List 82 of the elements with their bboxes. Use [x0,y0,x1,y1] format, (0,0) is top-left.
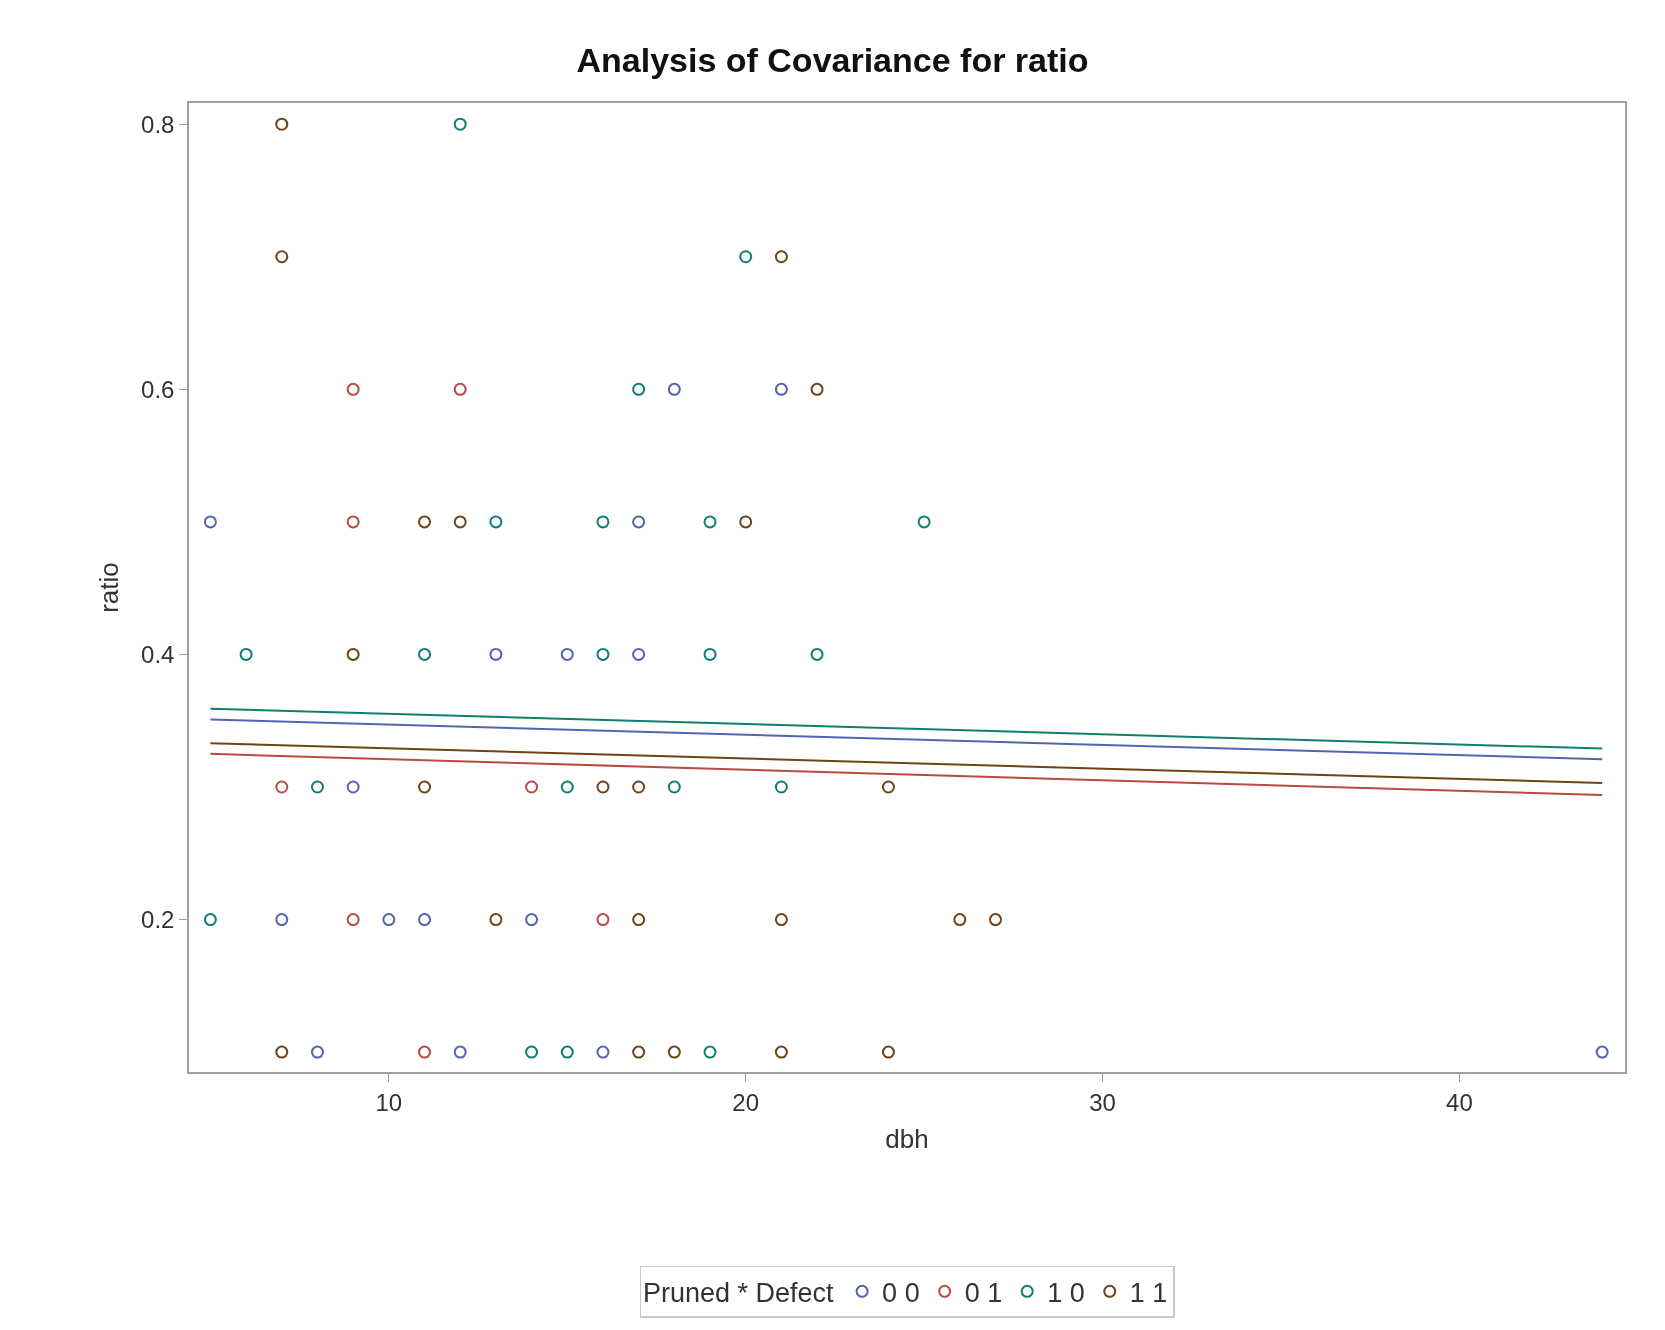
point [774,250,788,264]
x-tick-label: 20 [732,1088,760,1116]
legend-label: 1 0 [1047,1277,1085,1308]
point [275,913,289,927]
point [489,515,503,529]
point [596,913,610,927]
point [310,1045,324,1059]
y-tick-label: 0.4 [141,640,175,668]
point [596,515,610,529]
point [810,647,824,661]
legend-label: 1 1 [1129,1277,1168,1308]
point [596,1045,610,1059]
point [418,1045,432,1059]
y-tick-label: 0.8 [141,110,175,138]
point [525,1045,539,1059]
x-tick-label: 10 [375,1088,403,1116]
point [989,913,1002,927]
point [774,913,788,927]
point [346,515,360,529]
point [382,913,396,927]
point [346,780,360,794]
point [525,780,539,794]
point [453,1045,467,1059]
point [239,647,253,661]
point [418,780,432,794]
point [596,780,610,794]
point [203,913,217,927]
point [453,117,467,131]
point [275,1045,289,1059]
point [632,515,646,529]
point [346,647,360,661]
point [1595,1045,1609,1059]
point [667,1045,681,1059]
point [703,647,717,661]
point [703,515,717,529]
point [881,1045,895,1059]
point [632,780,646,794]
legend-label: 0 0 [882,1277,920,1308]
point [560,1045,574,1059]
chart-title: Analysis of Covariance for ratio [576,40,1089,79]
x-tick-label: 40 [1446,1088,1473,1116]
point [632,1045,646,1059]
point [203,515,217,529]
point [418,647,432,661]
point [346,382,360,396]
point [739,250,753,264]
y-tick-label: 0.6 [141,375,175,403]
point [774,1045,788,1059]
point [560,780,574,794]
point [739,515,753,529]
point [774,382,788,396]
x-tick-label: 30 [1089,1088,1116,1116]
point [418,913,432,927]
legend-title: Pruned * Defect [643,1278,835,1309]
point [489,913,503,927]
point [632,382,646,396]
point [275,780,289,794]
point [453,515,467,529]
point [953,913,967,927]
point [453,382,467,396]
point [346,913,360,927]
point [810,382,824,396]
point [632,913,646,927]
point [275,250,289,264]
y-tick-label: 0.2 [141,905,175,933]
point [667,382,681,396]
point [917,515,931,529]
point [489,647,503,661]
legend-label: 0 1 [964,1277,1003,1308]
point [667,780,681,794]
point [560,647,574,661]
point [596,647,610,661]
point [632,647,646,661]
point [418,515,432,529]
point [703,1045,717,1059]
point [310,780,324,794]
point [881,780,895,794]
point [275,117,289,131]
point [774,780,788,794]
y-axis-title: ratio [93,562,124,613]
point [525,913,539,927]
x-axis-title: dbh [885,1123,929,1154]
